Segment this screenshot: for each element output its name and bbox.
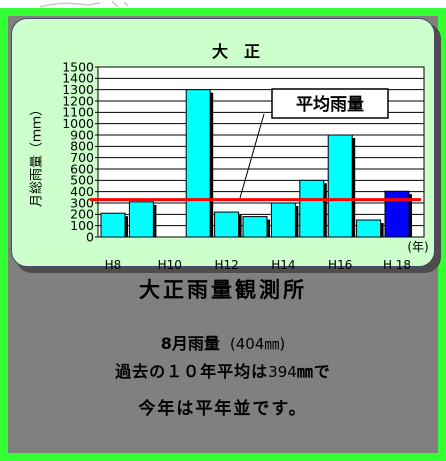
bar [214, 211, 240, 238]
average-value: 394 [268, 363, 297, 381]
y-tick-label: 200 [70, 207, 94, 222]
station-name: 大正雨量観測所 [139, 278, 307, 302]
x-tick-label: H10 [158, 258, 182, 272]
annotation-leader-line [239, 113, 265, 199]
bar-shadow [153, 204, 157, 237]
average-lead-text: 過去の１０年平均は [115, 362, 269, 381]
y-tick-label: 1000 [62, 116, 94, 131]
bar-shadow [409, 194, 412, 237]
average-tail-text: ㎜で [296, 362, 331, 381]
monthly-rainfall-value: (404㎜) [229, 335, 286, 353]
y-tick-label: 0 [86, 229, 94, 244]
summary-monthly-rainfall: 8月雨量 (404㎜) [8, 330, 438, 354]
plot-border [97, 66, 425, 238]
bar-shadow [125, 216, 128, 237]
annotation-box [271, 88, 389, 119]
y-tick-label: 400 [70, 184, 94, 199]
bar [185, 89, 211, 238]
y-tick-label: 1300 [62, 82, 94, 97]
y-tick-label: 800 [70, 139, 94, 154]
bar-shadow [267, 219, 270, 237]
bar [100, 212, 126, 238]
summary-average: 過去の１０年平均は394㎜で [8, 358, 438, 382]
x-tick-label: H16 [328, 258, 352, 272]
bar [384, 190, 410, 238]
bar [270, 202, 296, 238]
y-tick-label: 600 [70, 161, 94, 176]
x-tick-labels: H8 H10 H12 H14 H16 H 18 [105, 258, 411, 272]
monthly-rainfall-label: 8月雨量 [160, 334, 220, 353]
y-tick-label: 500 [70, 173, 94, 188]
bar-shadow [380, 223, 384, 237]
y-tick-label: 1400 [62, 71, 94, 86]
bar-shadow [238, 215, 242, 237]
y-tick-label: 900 [70, 127, 94, 142]
bar [242, 216, 268, 238]
y-tick-label: 1200 [62, 93, 94, 108]
rainfall-chart: 0100200300400500600700800900100011001200… [30, 42, 429, 272]
y-tick-labels: 0100200300400500600700800900100011001200… [62, 59, 94, 244]
chart-title: 大 正 [212, 42, 260, 61]
x-tick-label: H8 [105, 258, 122, 272]
y-tick-label: 700 [70, 150, 94, 165]
x-tick-label: H12 [214, 258, 238, 272]
y-tick-label: 100 [70, 218, 94, 233]
y-tick-label: 1500 [62, 59, 94, 74]
decorative-stroke [39, 0, 129, 8]
x-tick-label: H14 [271, 258, 295, 272]
summary-conclusion: 今年は平年並です。 [138, 399, 308, 419]
bar [356, 219, 382, 238]
y-tick-label: 300 [70, 195, 94, 210]
bar-shadow [295, 206, 299, 237]
bar [128, 201, 154, 238]
bar-shadow [323, 183, 327, 237]
y-tick-label: 1100 [62, 105, 94, 120]
bar-shadow [352, 138, 356, 237]
y-axis-label: 月総雨量（ｍｍ） [30, 103, 45, 207]
bar [299, 179, 325, 238]
annotation-label: 平均雨量 [296, 94, 364, 115]
x-axis-label: (年) [407, 240, 428, 254]
bar-shadow [210, 92, 214, 238]
bar [327, 134, 353, 238]
x-tick-label: H 18 [383, 258, 411, 272]
